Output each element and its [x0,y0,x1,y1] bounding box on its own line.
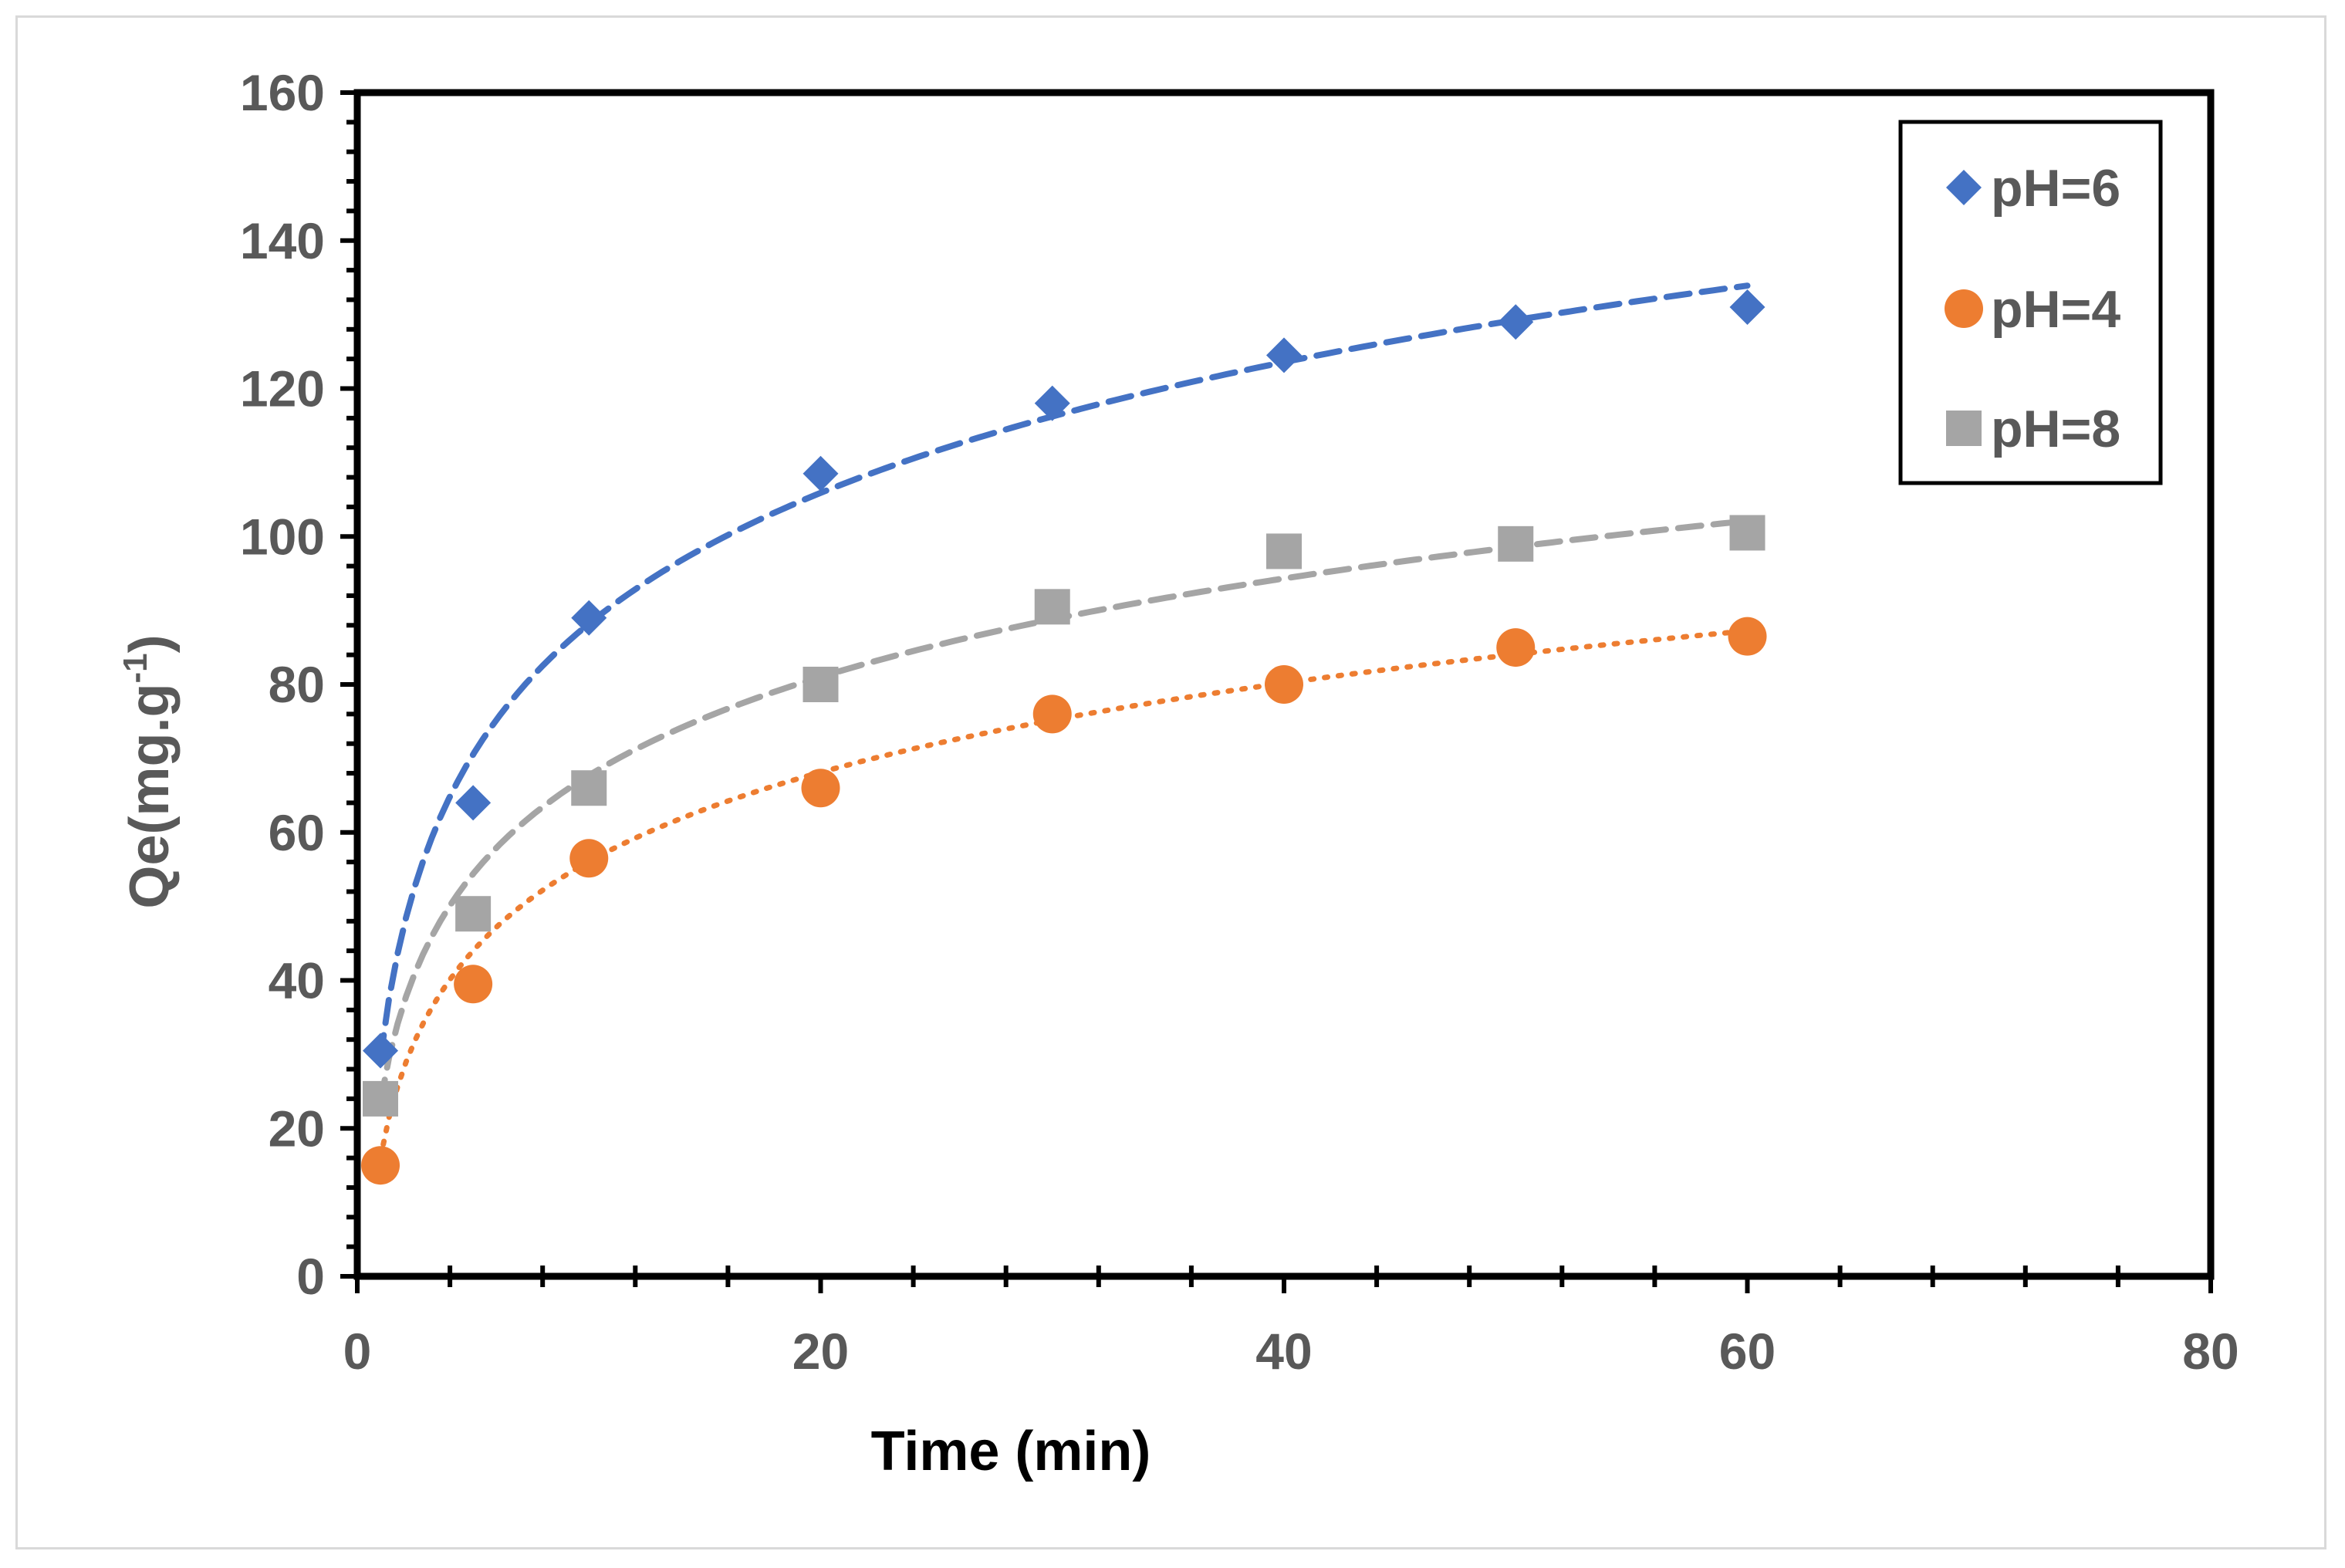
axis-ticks [340,90,2213,1293]
data-point-pH=4 [454,965,493,1004]
x-tick-label: 80 [2182,1323,2239,1380]
legend: pH=6 pH=4 pH=8 [1898,120,2163,485]
y-axis-title-main: Qe(mg.g [119,684,181,909]
data-point-pH=6 [1034,385,1070,421]
data-point-pH=6 [571,600,607,636]
data-point-pH=8 [1729,515,1766,551]
data-point-pH=6 [363,1032,399,1069]
y-tick-label: 140 [240,212,325,269]
trendline-pH=6 [377,282,1751,1062]
legend-label: pH=6 [1991,159,2120,218]
data-point-pH=4 [1728,617,1767,656]
tick-labels: 0 20 40 60 80 0 20 40 60 80 100 120 140 160 [240,64,2239,1380]
y-tick-label: 80 [269,656,325,713]
legend-label: pH=8 [1991,400,2120,458]
y-axis-title-superscript: -1 [117,653,154,683]
data-point-pH=8 [1266,533,1302,569]
x-tick-label: 0 [343,1323,372,1380]
y-axis-title-close: ) [119,634,181,653]
data-point-pH=4 [1265,665,1303,704]
chart-frame [15,15,2326,1549]
y-tick-label: 0 [296,1248,325,1305]
legend-label: pH=4 [1991,280,2120,339]
x-tick-label: 40 [1255,1323,1312,1380]
data-point-pH=8 [571,770,607,806]
data-point-pH=8 [363,1080,399,1117]
data-point-pH=6 [455,785,492,821]
data-point-pH=4 [801,769,840,808]
legend-marker-pH=8 [1946,411,1982,446]
y-tick-label: 120 [240,360,325,417]
y-tick-label: 100 [240,508,325,565]
y-tick-label: 20 [269,1100,325,1157]
data-point-pH=6 [1266,337,1302,373]
legend-marker-pH=4 [1945,289,1983,328]
legend-box [1898,120,2163,485]
x-tick-label: 20 [792,1323,849,1380]
y-tick-label: 160 [240,64,325,121]
data-point-pH=6 [1729,289,1766,326]
data-point-pH=4 [1032,694,1072,734]
x-tick-label: 60 [1719,1323,1776,1380]
legend-marker-pH=6 [1946,170,1982,205]
y-tick-label: 40 [269,952,325,1009]
y-axis-title: Qe(mg.g-1) [117,634,181,908]
data-point-pH=6 [803,455,839,492]
data-point-pH=8 [455,896,492,932]
data-point-pH=4 [1496,628,1536,667]
data-point-pH=8 [1498,525,1534,562]
data-point-pH=4 [569,839,609,878]
data-points [361,289,1767,1185]
y-tick-label: 60 [269,804,325,861]
data-point-pH=6 [1498,304,1534,340]
data-point-pH=8 [1034,589,1070,625]
data-point-pH=4 [361,1146,400,1185]
x-axis-title: Time (min) [871,1421,1151,1482]
data-point-pH=8 [803,667,839,702]
